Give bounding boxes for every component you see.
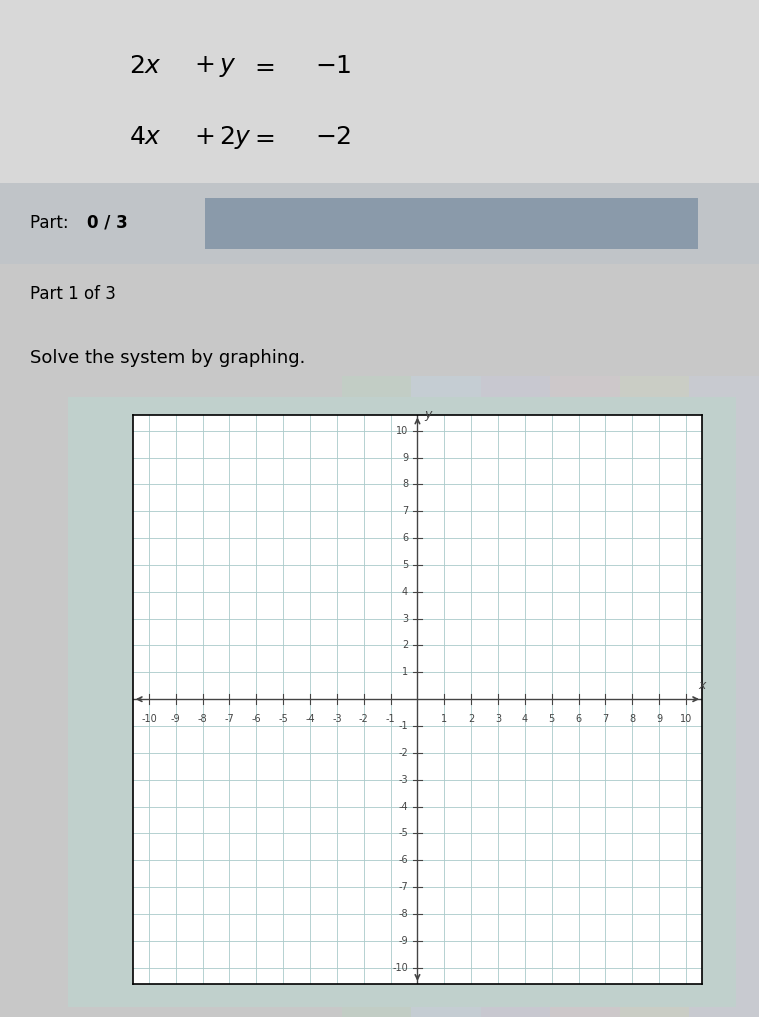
Text: 5: 5	[402, 560, 408, 570]
Text: Part:: Part:	[30, 214, 74, 232]
Text: -4: -4	[398, 801, 408, 812]
Text: 10: 10	[395, 426, 408, 435]
Text: -8: -8	[398, 909, 408, 919]
Text: -5: -5	[279, 714, 288, 724]
Text: 3: 3	[402, 613, 408, 623]
Text: 1: 1	[441, 714, 447, 724]
Text: 4: 4	[521, 714, 528, 724]
Text: y: y	[424, 408, 432, 421]
Text: $+\,2y$: $+\,2y$	[194, 124, 251, 151]
Bar	[68, 397, 736, 1007]
Text: -10: -10	[392, 963, 408, 972]
Text: Part 1 of 3: Part 1 of 3	[30, 285, 116, 303]
Text: -7: -7	[398, 882, 408, 892]
Bar	[0, 264, 759, 325]
Text: $=$: $=$	[250, 126, 276, 148]
Bar	[550, 0, 620, 1017]
Bar	[342, 0, 411, 1017]
Text: -7: -7	[225, 714, 235, 724]
Text: -9: -9	[171, 714, 181, 724]
Text: 2: 2	[402, 641, 408, 651]
Text: 3: 3	[495, 714, 501, 724]
Bar	[480, 0, 550, 1017]
Text: $2x$: $2x$	[129, 55, 162, 77]
Text: -9: -9	[398, 936, 408, 946]
Text: 4: 4	[402, 587, 408, 597]
Text: 7: 7	[603, 714, 609, 724]
Text: -5: -5	[398, 829, 408, 838]
Text: $-1$: $-1$	[315, 55, 351, 77]
Bar	[0, 325, 759, 376]
Text: $-2$: $-2$	[315, 126, 351, 148]
Text: $+\,y$: $+\,y$	[194, 54, 235, 78]
Bar	[411, 0, 480, 1017]
Text: $=$: $=$	[250, 55, 276, 77]
Text: 5: 5	[549, 714, 555, 724]
Bar	[0, 183, 759, 264]
Text: -4: -4	[305, 714, 315, 724]
Text: -10: -10	[141, 714, 157, 724]
Text: -6: -6	[398, 855, 408, 865]
Text: 0 / 3: 0 / 3	[87, 214, 128, 232]
Text: 6: 6	[575, 714, 581, 724]
Text: -2: -2	[398, 747, 408, 758]
Bar	[689, 0, 759, 1017]
Text: -8: -8	[198, 714, 207, 724]
Bar	[0, 0, 759, 183]
Text: 10: 10	[680, 714, 692, 724]
Text: 8: 8	[402, 479, 408, 489]
Bar	[620, 0, 689, 1017]
Text: -6: -6	[251, 714, 261, 724]
Text: x: x	[698, 679, 706, 693]
Text: -3: -3	[332, 714, 342, 724]
Text: 9: 9	[402, 453, 408, 463]
Text: $4x$: $4x$	[129, 126, 162, 148]
Text: 7: 7	[402, 506, 408, 517]
Text: 1: 1	[402, 667, 408, 677]
Text: 2: 2	[468, 714, 474, 724]
Text: -2: -2	[359, 714, 369, 724]
Text: Solve the system by graphing.: Solve the system by graphing.	[30, 349, 306, 367]
Text: -1: -1	[386, 714, 395, 724]
Text: -1: -1	[398, 721, 408, 731]
Text: 6: 6	[402, 533, 408, 543]
Text: -3: -3	[398, 775, 408, 785]
Text: 9: 9	[656, 714, 662, 724]
Bar	[205, 198, 698, 249]
Text: 8: 8	[629, 714, 635, 724]
